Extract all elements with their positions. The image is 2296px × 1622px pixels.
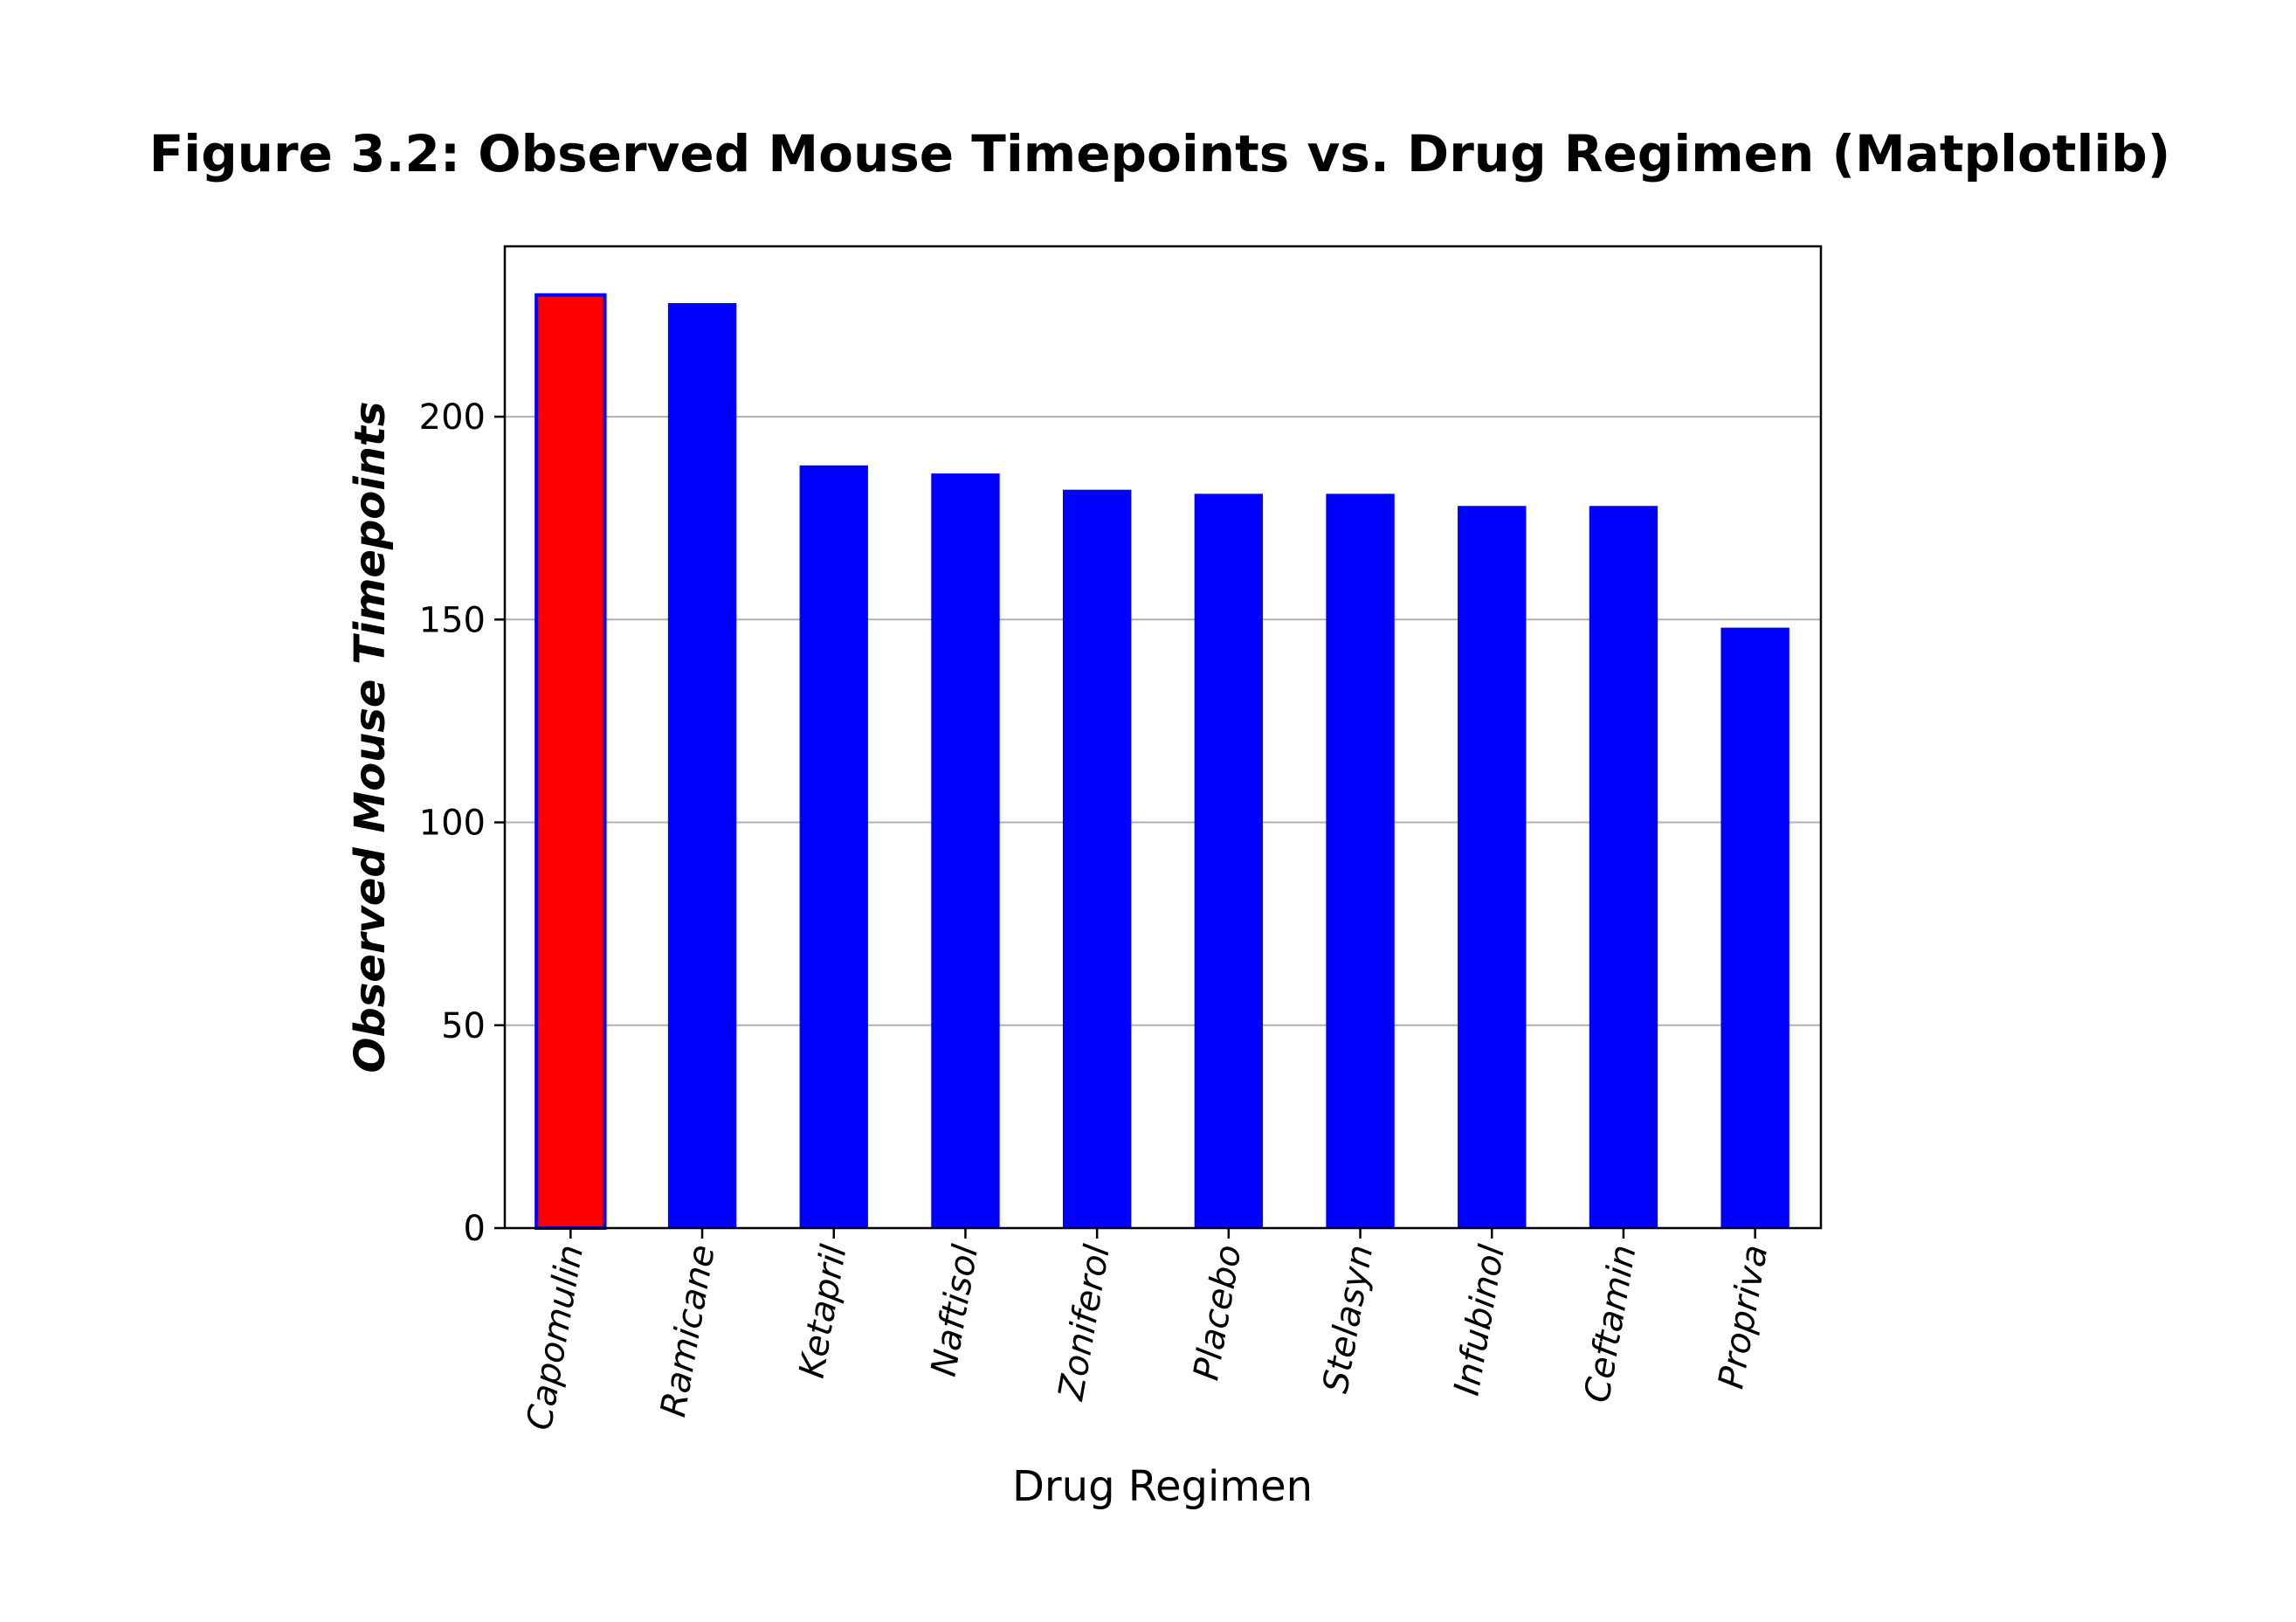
y-tick-label: 200 (419, 397, 486, 438)
x-tick-label: Ketapril (792, 1242, 855, 1381)
y-tick-label: 50 (441, 1006, 486, 1046)
x-tick-label: Stelasyn (1315, 1242, 1381, 1397)
x-tick-label: Infubinol (1447, 1242, 1513, 1398)
bar-naftisol (931, 473, 1000, 1228)
bar-zoniferol (1062, 489, 1132, 1228)
bar-propriva (1720, 627, 1789, 1228)
bar-infubinol (1458, 506, 1527, 1228)
bar-ceftamin (1589, 506, 1658, 1228)
y-tick-label: 100 (419, 804, 486, 844)
y-tick-label: 150 (419, 600, 486, 640)
x-tick-label: Capomulin (520, 1242, 591, 1433)
x-axis-label: Drug Regimen (1012, 1462, 1313, 1511)
y-tick-label: 0 (464, 1209, 486, 1249)
x-tick-label: Ramicane (653, 1242, 723, 1420)
y-axis-label: Observed Mouse Timepoints (346, 402, 395, 1073)
x-tick-label: Naftisol (924, 1242, 987, 1379)
y-axis-ticks: 0 50 100 150 200 (419, 397, 505, 1249)
x-tick-label: Ceftamin (1577, 1242, 1644, 1405)
x-tick-label: Placebo (1186, 1242, 1249, 1384)
x-tick-label: Zoniferol (1051, 1242, 1118, 1404)
x-tick-label: Propriva (1711, 1242, 1775, 1392)
x-axis-ticks: Capomulin Ramicane Ketapril Naftisol Zonifer… (520, 1228, 1775, 1433)
bar-placebo (1194, 494, 1264, 1228)
bar-ramicane (667, 303, 737, 1228)
bar-ketapril (799, 465, 868, 1228)
chart-title: Figure 3.2: Observed Mouse Timepoints vs… (149, 124, 2171, 183)
bar-stelasyn (1326, 494, 1395, 1228)
bar-capomulin (534, 293, 607, 1230)
bars (534, 293, 1789, 1230)
axes-frame (503, 245, 1823, 1230)
